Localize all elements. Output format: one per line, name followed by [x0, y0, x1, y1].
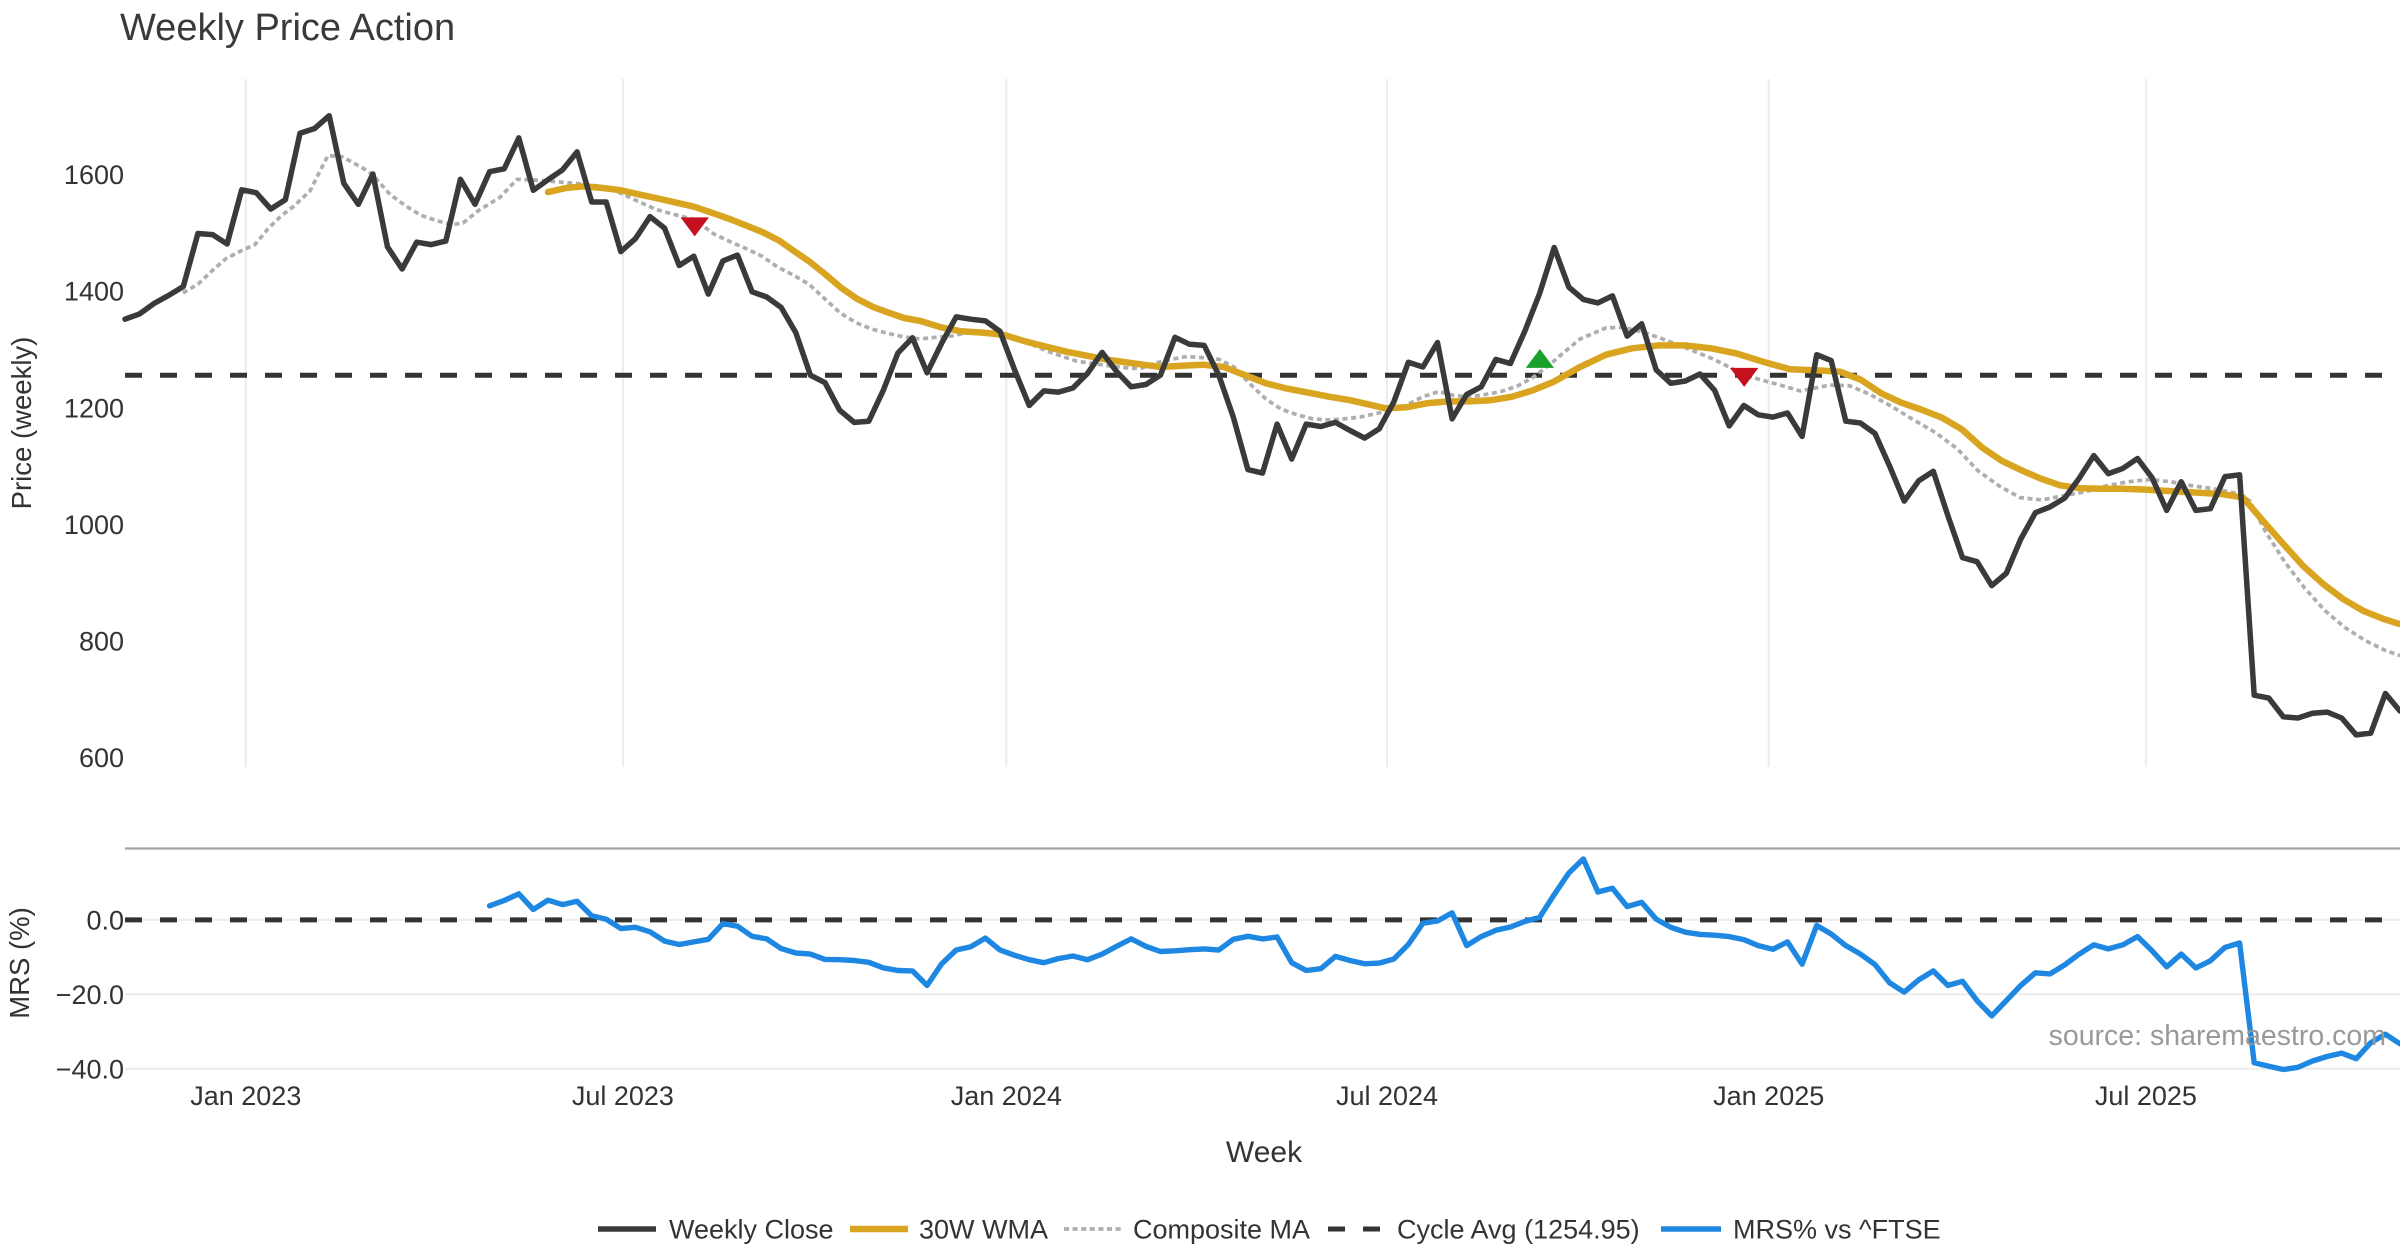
svg-text:−40.0: −40.0 [56, 1054, 124, 1084]
svg-text:Jan 2023: Jan 2023 [190, 1081, 301, 1111]
svg-text:Cycle Avg (1254.95): Cycle Avg (1254.95) [1397, 1215, 1640, 1245]
svg-text:Price (weekly): Price (weekly) [6, 337, 37, 510]
svg-text:1400: 1400 [64, 277, 124, 307]
svg-text:30W WMA: 30W WMA [919, 1215, 1048, 1245]
svg-text:Jan 2025: Jan 2025 [1713, 1081, 1824, 1111]
svg-text:0.0: 0.0 [86, 905, 124, 935]
svg-text:Jul 2024: Jul 2024 [1336, 1081, 1438, 1111]
svg-text:1200: 1200 [64, 393, 124, 423]
svg-text:Jul 2025: Jul 2025 [2095, 1081, 2197, 1111]
svg-text:source: sharemaestro.com: source: sharemaestro.com [2049, 1020, 2386, 1052]
svg-text:Jul 2023: Jul 2023 [572, 1081, 674, 1111]
svg-text:Weekly Close: Weekly Close [669, 1215, 834, 1245]
svg-text:Composite MA: Composite MA [1133, 1215, 1310, 1245]
svg-text:MRS (%): MRS (%) [4, 907, 35, 1019]
svg-text:−20.0: −20.0 [56, 980, 124, 1010]
svg-text:1600: 1600 [64, 160, 124, 190]
svg-text:Jan 2024: Jan 2024 [951, 1081, 1062, 1111]
svg-text:1000: 1000 [64, 510, 124, 540]
svg-text:600: 600 [79, 743, 124, 773]
svg-text:800: 800 [79, 627, 124, 657]
svg-text:MRS% vs ^FTSE: MRS% vs ^FTSE [1733, 1215, 1941, 1245]
svg-text:Weekly Price Action: Weekly Price Action [120, 7, 455, 49]
svg-text:Week: Week [1226, 1136, 1303, 1169]
